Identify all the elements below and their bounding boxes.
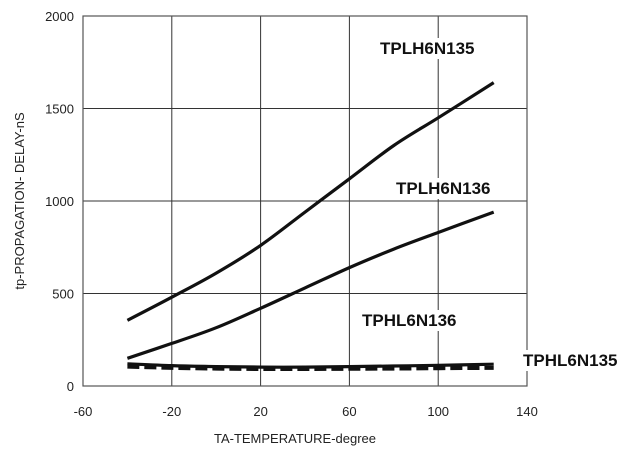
x-tick-label: 100: [427, 404, 449, 419]
y-tick-label: 0: [67, 379, 74, 394]
series-label-tplh6n135: TPLH6N135: [380, 39, 474, 58]
x-axis-title: TA-TEMPERATURE-degree: [214, 431, 376, 446]
x-tick-labels: -60 -20 20 60 100 140: [74, 404, 538, 419]
series-line-tplh6n136: [126, 210, 495, 360]
y-tick-label: 2000: [45, 9, 74, 24]
series-line-tplh6n135: [126, 81, 495, 322]
grid: [83, 16, 527, 386]
series-lines: [126, 81, 495, 371]
series-label-tphl6n135: TPHL6N135: [523, 351, 617, 370]
x-tick-label: -60: [74, 404, 93, 419]
series-label-background: [393, 178, 495, 199]
y-tick-label: 500: [52, 287, 74, 302]
series-label-background: [359, 310, 461, 331]
plot-frame: [82, 15, 528, 387]
y-tick-labels: 0 500 1000 1500 2000: [45, 9, 74, 394]
y-tick-label: 1000: [45, 194, 74, 209]
series-label-tphl6n136: TPHL6N136: [362, 311, 456, 330]
series-label-tplh6n136: TPLH6N136: [396, 179, 490, 198]
x-tick-label: 140: [516, 404, 538, 419]
y-axis-title: tp-PROPAGATION- DELAY-nS: [12, 112, 27, 290]
series-label-background: [520, 350, 622, 371]
series-labels: TPLH6N135 TPLH6N136 TPHL6N136 TPHL6N135: [359, 38, 622, 371]
x-tick-label: 20: [253, 404, 267, 419]
x-tick-label: -20: [162, 404, 181, 419]
series-line-tphl6n135: [127, 364, 494, 371]
y-tick-label: 1500: [45, 102, 74, 117]
x-tick-label: 60: [342, 404, 356, 419]
series-label-background: [377, 38, 479, 59]
